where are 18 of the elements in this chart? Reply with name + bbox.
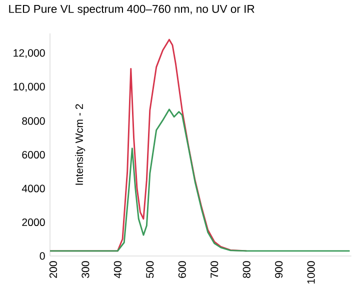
y-tick-label: 6000 <box>22 151 45 159</box>
x-tick-label: 1000 <box>307 261 315 284</box>
x-tick-label: 400 <box>114 261 122 278</box>
x-tick-label: 800 <box>242 261 250 278</box>
y-axis-title: Intensity Wcm - 2 <box>75 104 86 185</box>
x-tick-label: 700 <box>210 261 218 278</box>
y-tick-label: 4000 <box>22 184 45 192</box>
chart-title: LED Pure VL spectrum 400–760 nm, no UV or IR <box>9 4 254 16</box>
x-tick-label: 200 <box>49 261 57 278</box>
x-tick-label: 500 <box>146 261 154 278</box>
y-tick-label: 0 <box>40 252 45 260</box>
y-tick-label: 8000 <box>22 117 45 125</box>
x-tick-label: 600 <box>178 261 186 278</box>
y-tick-label: 12,000 <box>14 49 45 58</box>
x-tick-label: 300 <box>82 261 90 278</box>
x-tick-label: 900 <box>275 261 283 278</box>
y-tick-label: 10,000 <box>14 82 45 92</box>
y-tick-label: 2000 <box>22 218 45 226</box>
